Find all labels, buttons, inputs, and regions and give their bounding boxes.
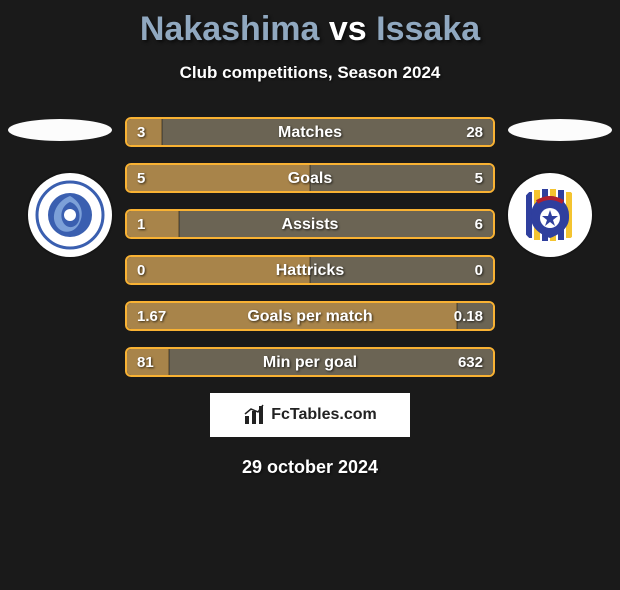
vs-separator: vs <box>329 10 367 48</box>
stat-label: Min per goal <box>127 349 493 377</box>
stat-row: 16Assists <box>125 209 495 239</box>
comparison-stage: 328Matches 55Goals 16Assists 00Hattricks 1.6… <box>0 117 620 377</box>
player1-name: Nakashima <box>140 10 320 48</box>
player2-name: Issaka <box>376 10 480 48</box>
stat-bars-container: 328Matches 55Goals 16Assists 00Hattricks 1.6… <box>125 117 495 377</box>
player2-club-crest <box>508 173 592 257</box>
subtitle: Club competitions, Season 2024 <box>0 63 620 83</box>
stat-row: 55Goals <box>125 163 495 193</box>
crest-right-icon <box>515 180 585 250</box>
stat-row: 81632Min per goal <box>125 347 495 377</box>
crest-left-icon <box>35 180 105 250</box>
brand-chart-icon <box>243 404 265 426</box>
player1-club-crest <box>28 173 112 257</box>
stat-row: 1.670.18Goals per match <box>125 301 495 331</box>
comparison-title: Nakashima vs Issaka <box>0 10 620 49</box>
stat-label: Goals <box>127 165 493 193</box>
brand-box: FcTables.com <box>210 393 410 437</box>
stat-row: 00Hattricks <box>125 255 495 285</box>
stat-label: Goals per match <box>127 303 493 331</box>
brand-text: FcTables.com <box>271 406 377 424</box>
stat-label: Matches <box>127 119 493 147</box>
player1-shadow-ellipse <box>8 119 112 141</box>
footer-date: 29 october 2024 <box>0 457 620 478</box>
stat-label: Assists <box>127 211 493 239</box>
stat-row: 328Matches <box>125 117 495 147</box>
player2-shadow-ellipse <box>508 119 612 141</box>
stat-label: Hattricks <box>127 257 493 285</box>
